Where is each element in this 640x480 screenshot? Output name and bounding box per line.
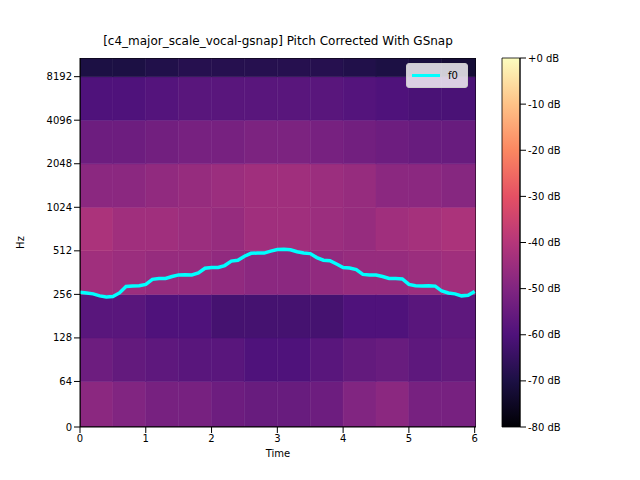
svg-text:5: 5 — [406, 433, 412, 444]
svg-text:-30 dB: -30 dB — [528, 191, 561, 202]
svg-text:-40 dB: -40 dB — [528, 237, 561, 248]
svg-text:-80 dB: -80 dB — [528, 422, 561, 433]
svg-text:2: 2 — [208, 433, 214, 444]
svg-text:-50 dB: -50 dB — [528, 283, 561, 294]
html-text:f0: f0 — [448, 70, 458, 81]
svg-text:4096: 4096 — [47, 115, 72, 126]
svg-text:8192: 8192 — [47, 71, 72, 82]
svg-text:1024: 1024 — [47, 202, 72, 213]
svg-text:-10 dB: -10 dB — [528, 99, 561, 110]
svg-text:1: 1 — [143, 433, 149, 444]
svg-text:256: 256 — [53, 289, 72, 300]
svg-text:6: 6 — [471, 433, 477, 444]
svg-text:512: 512 — [53, 245, 72, 256]
svg-text:64: 64 — [59, 376, 72, 387]
svg-text:128: 128 — [53, 332, 72, 343]
svg-text:-20 dB: -20 dB — [528, 145, 561, 156]
svg-text:Time: Time — [265, 448, 290, 459]
svg-text:-70 dB: -70 dB — [528, 375, 561, 386]
svg-text:3: 3 — [274, 433, 280, 444]
html-text:[c4_major_scale_vocal-gsnap] P: [c4_major_scale_vocal-gsnap] Pitch Corre… — [103, 34, 453, 48]
svg-text:4: 4 — [340, 433, 346, 444]
svg-text:Hz: Hz — [15, 236, 26, 249]
svg-text:-60 dB: -60 dB — [528, 329, 561, 340]
svg-text:0: 0 — [77, 433, 83, 444]
svg-text:+0 dB: +0 dB — [528, 53, 559, 64]
svg-text:2048: 2048 — [47, 158, 72, 169]
svg-text:0: 0 — [66, 422, 72, 433]
